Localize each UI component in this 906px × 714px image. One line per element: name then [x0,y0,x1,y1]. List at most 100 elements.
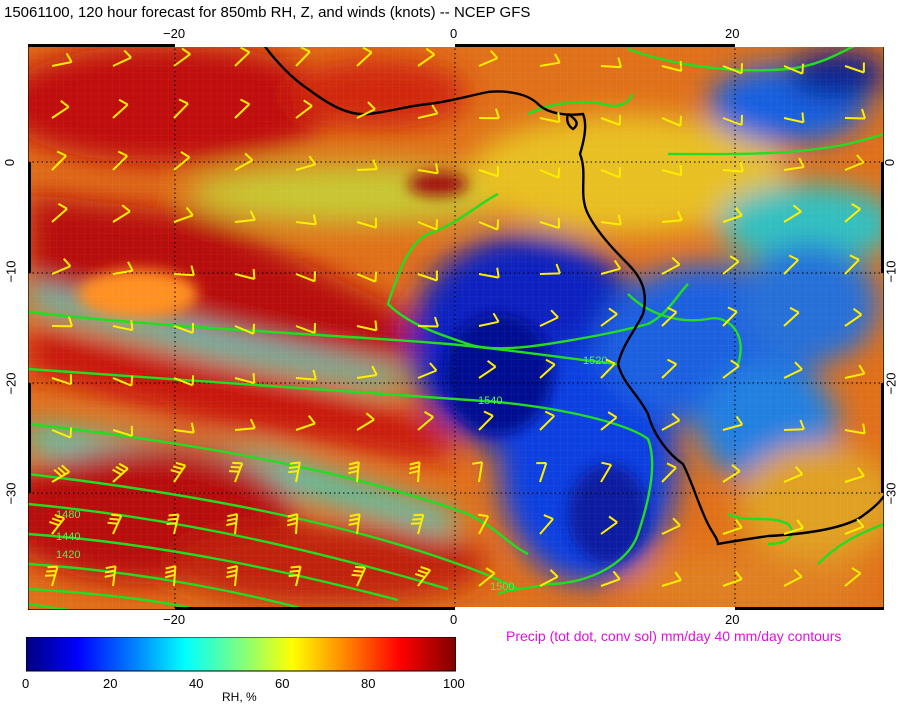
wind-barb [234,268,256,280]
height-contours [28,44,884,610]
right-tick-0: 0 [882,158,898,167]
wind-barb [288,461,301,483]
frame-segments [28,44,884,610]
wind-barb [539,263,561,275]
wind-barb [173,206,194,223]
wind-barb [539,410,555,431]
contour-label-1440: 1440 [56,531,80,543]
wind-barb [112,462,129,483]
wind-barb [417,163,439,175]
wind-barb [844,307,863,327]
wind-barb [600,57,622,69]
wind-barb [478,410,494,431]
wind-barb [783,519,804,535]
wind-barb [356,101,376,119]
wind-barb [783,157,805,171]
wind-barb [356,365,378,379]
wind-barb [661,517,681,535]
wind-barb [107,513,123,535]
wind-barb [51,316,73,328]
wind-barb [478,219,500,231]
contour-label-1500: 1500 [490,581,514,593]
wind-barb [173,151,191,171]
wind-barb [173,375,195,387]
wind-barb [417,219,439,231]
wind-barb [51,374,72,386]
wind-barb [414,566,431,587]
wind-barb [600,167,622,179]
wind-barb [478,267,500,279]
colorbar-tick-60: 60 [275,676,290,691]
wind-barb [661,60,683,72]
wind-barb [356,46,373,67]
wind-barb [49,513,66,535]
wind-barb [600,358,616,379]
wind-barb [539,53,561,67]
wind-barb [844,423,866,435]
wind-barbs [45,46,866,587]
wind-barb [295,46,311,67]
wind-barb [539,217,561,229]
wind-barb [600,307,618,327]
grid-overlay [28,44,884,610]
wind-barb [478,312,500,327]
wind-barb [51,258,72,275]
wind-barb [722,570,743,587]
wind-barb [600,259,622,275]
wind-barb [295,369,317,381]
wind-barb [417,47,435,67]
wind-barb [356,271,378,283]
contour-label-1480: 1480 [56,509,80,521]
wind-barb [844,518,865,535]
wind-barb [722,255,740,275]
wind-barb [783,204,802,223]
precip-note: Precip (tot dot, conv sol) mm/day 40 mm/… [506,628,842,644]
wind-barb [112,261,134,275]
rh-colorbar [26,637,456,672]
wind-barb [600,515,618,535]
wind-barb [539,167,561,179]
colorbar-tick-20: 20 [103,676,118,691]
wind-barb [356,412,375,431]
wind-barb [472,461,484,483]
wind-barb [173,422,195,434]
wind-barb [478,513,490,535]
wind-barb [234,98,251,119]
wind-barb [661,358,678,379]
wind-barb [783,254,799,275]
wind-barb [288,565,302,587]
left-tick-0: 0 [2,158,18,167]
colorbar-tick-80: 80 [361,676,376,691]
wind-barb [234,373,256,385]
wind-barb [722,359,740,379]
wind-barb [661,210,683,223]
wind-barb [234,418,256,431]
wind-barb [112,204,131,223]
wind-barb [356,320,378,332]
wind-barb [722,63,743,75]
left-tick-minus30: −30 [3,482,19,505]
wind-barb [722,161,744,173]
bottom-tick-minus20: −20 [163,612,186,627]
wind-barb [226,565,239,587]
wind-barb [478,50,499,67]
right-tick-minus10: −10 [883,260,899,283]
wind-barb [539,358,556,379]
wind-barb [112,425,134,437]
top-tick-20: 20 [725,26,740,41]
right-tick-minus20: −20 [883,372,899,395]
left-tick-minus10: −10 [3,260,19,283]
wind-barb [417,270,438,282]
colorbar-title: RH, % [222,690,257,704]
wind-barb [51,202,68,223]
wind-barb [170,461,187,483]
wind-barb [661,571,682,587]
wind-barb [722,306,738,327]
wind-barb [295,99,313,119]
wind-barb [173,47,191,67]
wind-barb [356,159,378,171]
wind-barb [783,306,800,327]
wind-barb [164,565,177,587]
wind-barb [539,309,559,327]
wind-barb [234,152,254,171]
